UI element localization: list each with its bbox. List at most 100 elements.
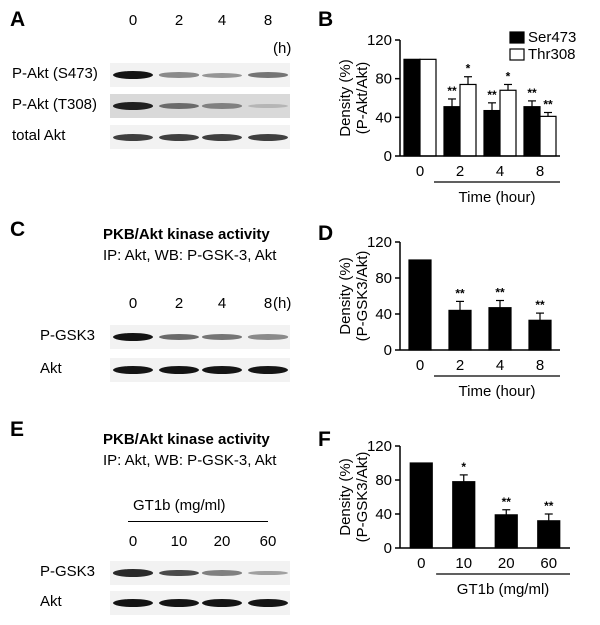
lane-label: 2: [174, 12, 184, 29]
bar: [459, 83, 477, 157]
x-tick-label: 4: [496, 163, 504, 180]
bar: [409, 462, 433, 549]
y-tick-label: 0: [384, 148, 392, 165]
legend-swatch: [509, 31, 525, 44]
y-axis-subtitle: (P-GSK3/Akt): [354, 251, 371, 342]
blot-band: [159, 366, 199, 374]
blot-band: [159, 599, 199, 607]
blot-band: [202, 103, 242, 109]
significance-label: *: [461, 460, 466, 474]
blot-band: [248, 72, 288, 78]
y-tick-label: 40: [375, 306, 392, 323]
bar: [488, 307, 512, 351]
x-tick-label: 8: [536, 163, 544, 180]
x-tick-label: 60: [540, 555, 557, 572]
lane-label: 10: [170, 533, 188, 550]
blot-band: [113, 569, 153, 577]
y-axis-subtitle: (P-GSK3/Akt): [354, 452, 371, 543]
panel-letter-d: D: [318, 222, 334, 245]
lane-label: 8: [263, 12, 273, 29]
y-tick-label: 120: [367, 32, 392, 49]
bar: [494, 514, 518, 549]
treatment-underline-e: [128, 521, 268, 522]
significance-label: *: [506, 69, 511, 83]
x-tick-label: 0: [416, 357, 424, 374]
assay-subtitle-e: IP: Akt, WB: P-GSK-3, Akt: [103, 452, 277, 469]
lane-label: 60: [259, 533, 277, 550]
blot-row-label: Akt: [40, 360, 62, 377]
panel-letter-c: C: [10, 218, 26, 241]
bar: [539, 115, 557, 157]
bar: [452, 481, 476, 549]
bar-chart-f: 0 40 80 120 Density (%) (P-GSK3/Akt) 0 * 10 ** 20 *…: [337, 438, 570, 598]
y-tick-label: 0: [384, 342, 392, 359]
treatment-label-e: GT1b (mg/ml): [133, 497, 226, 514]
y-axis-title: Density (%): [337, 257, 354, 335]
blot-band: [159, 334, 199, 340]
y-tick-label: 80: [375, 71, 392, 88]
bar: [528, 319, 552, 351]
blot-band: [159, 569, 199, 577]
blot-band: [113, 71, 153, 79]
bar: [419, 58, 437, 157]
blot-band: [248, 366, 288, 374]
blot-band: [248, 334, 288, 340]
bar: [448, 309, 472, 351]
bar: [443, 106, 461, 157]
blot-band: [202, 72, 242, 78]
bar: [499, 89, 517, 157]
y-tick-label: 120: [367, 438, 392, 455]
blot-band: [248, 599, 288, 607]
blot-band: [113, 599, 153, 607]
blot-band: [202, 334, 242, 340]
significance-label: **: [502, 495, 512, 509]
significance-label: **: [543, 98, 553, 112]
legend-label: Ser473: [528, 29, 576, 46]
lane-label: 0: [128, 12, 138, 29]
significance-label: **: [447, 84, 457, 98]
y-axis-title: Density (%): [337, 59, 354, 137]
assay-subtitle-c: IP: Akt, WB: P-GSK-3, Akt: [103, 247, 277, 264]
blot-band: [113, 366, 153, 374]
x-tick-label: 20: [498, 555, 515, 572]
lane-label: 20: [213, 533, 231, 550]
x-axis-title: GT1b (mg/ml): [457, 581, 550, 598]
blot-band: [159, 133, 199, 141]
x-tick-label: 4: [496, 357, 504, 374]
significance-label: *: [466, 62, 471, 76]
y-axis-title: Density (%): [337, 458, 354, 536]
lane-label: 8: [263, 295, 273, 312]
blot-row-label: P-Akt (S473): [12, 65, 98, 82]
blot-band: [113, 333, 153, 341]
blot-band: [248, 570, 288, 576]
y-tick-label: 40: [375, 506, 392, 523]
blot-band: [159, 103, 199, 109]
blot-band: [159, 72, 199, 78]
x-tick-label: 10: [455, 555, 472, 572]
panel-letter-b: B: [318, 8, 334, 31]
lane-label: 0: [128, 295, 138, 312]
y-tick-label: 120: [367, 234, 392, 251]
blot-band: [202, 366, 242, 374]
blot-row-label: Akt: [40, 593, 62, 610]
assay-title-e: PKB/Akt kinase activity: [103, 431, 270, 448]
significance-label: **: [487, 88, 497, 102]
lane-label: 0: [128, 533, 138, 550]
significance-label: **: [544, 499, 554, 513]
x-tick-label: 0: [417, 555, 425, 572]
blot-band: [248, 133, 288, 141]
blot-row-label: P-GSK3: [40, 563, 96, 580]
y-tick-label: 80: [375, 472, 392, 489]
bar: [483, 109, 501, 157]
blot-band: [113, 102, 153, 110]
bar: [523, 106, 541, 157]
y-axis-subtitle: (P-Akt/Akt): [354, 62, 371, 135]
x-tick-label: 0: [416, 163, 424, 180]
lane-label: 4: [217, 295, 227, 312]
lane-label: 4: [217, 12, 227, 29]
significance-label: **: [527, 86, 537, 100]
x-axis-title: Time (hour): [459, 189, 536, 206]
y-tick-label: 40: [375, 109, 392, 126]
y-tick-label: 0: [384, 540, 392, 557]
significance-label: **: [495, 286, 505, 300]
